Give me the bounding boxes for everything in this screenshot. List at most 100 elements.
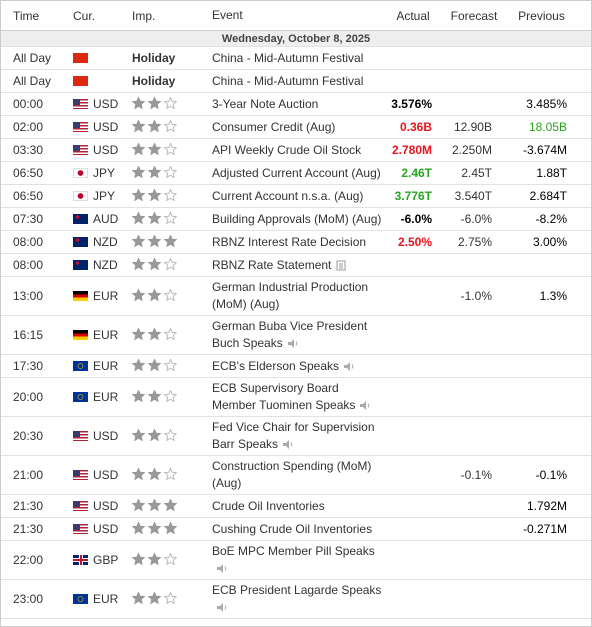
event-row: 16:15 EUR German Buba Vice President Buch … [1,316,591,355]
event-row: 02:00 USD Consumer Credit (Aug) 0.36B 12.90B… [1,116,591,139]
actual: -6.0% [382,212,432,226]
speaker-icon [344,361,354,371]
importance-star [131,590,146,604]
currency-code: USD [93,499,119,513]
currency-code: GBP [93,553,119,567]
previous: 18.05B [492,120,567,134]
actual: 0.36B [382,120,432,134]
event: Crude Oil Inventories [212,496,382,517]
importance-star [131,118,146,132]
currency-code: NZD [93,235,118,249]
actual: 2.50% [382,235,432,249]
importance-star [131,164,146,178]
currency: USD [61,429,119,443]
forecast: -1.0% [432,289,492,303]
speaker-icon [217,564,227,573]
speaker-icon [287,339,297,348]
event-name: German Industrial Production (MoM) (Aug) [212,280,369,311]
importance-star [131,551,146,565]
importance [119,590,212,607]
currency-code: USD [93,468,119,482]
forecast-value: -0.1% [460,468,492,482]
event-row: All Day Holiday China - Mid-Autumn Festiva… [1,47,591,70]
importance [119,210,212,227]
importance-star [147,520,162,534]
event-row: 06:50 JPY Current Account n.s.a. (Aug) 3.77… [1,185,591,208]
event: RBNZ Rate Statement [212,255,382,276]
forecast: 12.90B [432,120,492,134]
event-row: 07:30 AUD Building Approvals (MoM) (Aug) -6… [1,208,591,231]
flag [73,555,88,565]
actual-value: 3.576% [391,97,432,111]
flag [73,76,88,86]
importance-star [163,520,178,534]
currency: EUR [61,328,119,342]
currency [61,76,119,86]
importance-star [147,427,162,441]
event: Building Approvals (MoM) (Aug) [212,209,382,230]
flag [73,291,88,301]
previous-value: 3.00% [532,235,567,249]
previous: 1.3% [492,289,567,303]
importance-star [163,357,178,371]
column-header: Forecast [450,8,498,23]
flag [73,191,88,201]
currency: USD [61,120,119,134]
currency-code: USD [93,522,119,536]
flag [73,330,88,340]
flag [73,53,88,63]
importance-star [147,388,162,402]
time: 08:00 [13,235,44,249]
event: BoE MPC Member Pill Speaks [212,541,382,579]
event-row: 20:00 EUR ECB Supervisory Board Member Tuo… [1,378,591,417]
currency-code: EUR [93,289,119,303]
importance-star [147,256,162,270]
currency-code: EUR [93,592,119,606]
currency-code: USD [93,120,119,134]
column-header: Previous [518,8,565,23]
importance-star [147,187,162,201]
flag [73,470,88,480]
event: China - Mid-Autumn Festival [212,48,382,69]
importance-star [131,187,146,201]
event: Adjusted Current Account (Aug) [212,163,382,184]
importance: Holiday [119,51,212,65]
importance-star [147,357,162,371]
column-header: Time [13,8,40,23]
event-name: Adjusted Current Account (Aug) [212,165,381,180]
actual: 2.780M [382,143,432,157]
forecast-value: 2.45T [461,166,492,180]
forecast: 2.250M [432,143,492,157]
importance-star [147,551,162,565]
importance-star [163,287,178,301]
importance: Holiday [119,74,212,88]
event-name: Current Account n.s.a. (Aug) [212,188,364,203]
currency: EUR [61,289,119,303]
time: 07:30 [13,212,44,226]
time: 23:00 [13,592,44,606]
currency: USD [61,468,119,482]
forecast: 2.45T [432,166,492,180]
importance [119,520,212,537]
event-name: RBNZ Interest Rate Decision [212,234,367,249]
event: Current Account n.s.a. (Aug) [212,186,382,207]
rows: All Day Holiday China - Mid-Autumn Festiva… [1,47,591,619]
flag [73,431,88,441]
importance [119,427,212,444]
importance-star [163,233,178,247]
forecast-value: 3.540T [454,189,492,203]
importance-label: Holiday [132,51,176,65]
currency-code: USD [93,97,119,111]
previous-value: -0.1% [535,468,567,482]
column-header: Event [212,8,243,22]
importance-star [131,520,146,534]
flag [73,214,88,224]
importance-star [147,95,162,109]
event-row: 22:00 GBP BoE MPC Member Pill Speaks [1,541,591,580]
forecast-value: -6.0% [460,212,492,226]
header-row: Time Cur. Imp. Event Actual Forecast Pre… [1,1,591,31]
time: 08:00 [13,258,44,272]
time: 02:00 [13,120,44,134]
previous-value: 1.3% [539,289,567,303]
importance-star [163,551,178,565]
